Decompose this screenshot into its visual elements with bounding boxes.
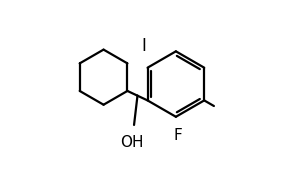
Text: I: I [142, 37, 146, 55]
Text: OH: OH [120, 135, 143, 150]
Text: F: F [173, 128, 182, 143]
